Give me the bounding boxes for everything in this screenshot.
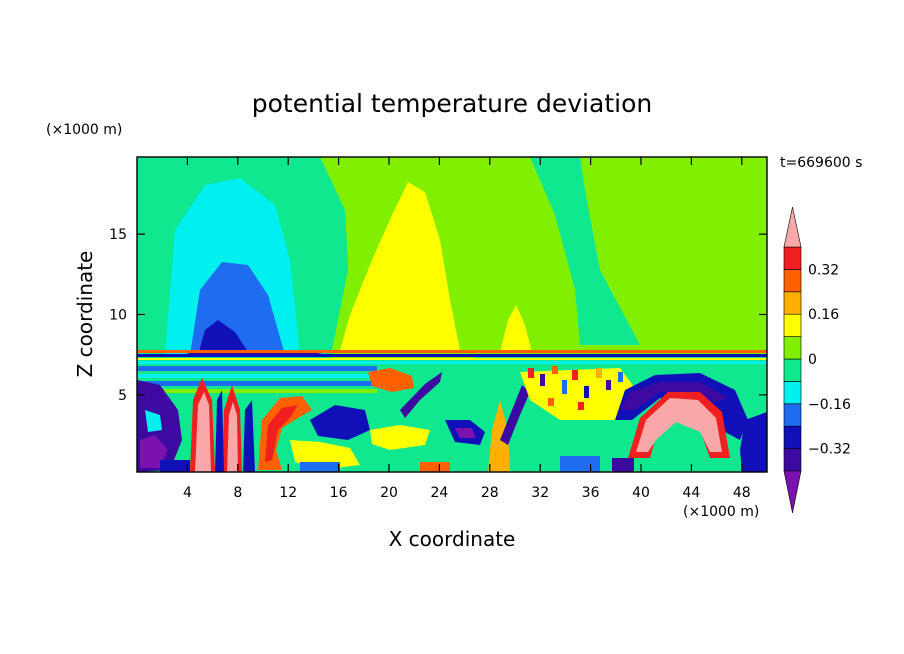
mid-orange-blob <box>368 368 414 392</box>
x-tick-label: 40 <box>632 485 650 501</box>
colorbar-swatch <box>783 403 802 427</box>
x-axis: 4 8 12 16 20 24 28 32 36 40 44 48 <box>183 157 751 501</box>
plot-area <box>137 157 767 472</box>
x-tick-label: 48 <box>733 485 751 501</box>
mid-purple-core <box>455 428 476 438</box>
right-edge-navy <box>740 412 767 472</box>
y-tick-label: 5 <box>118 388 127 404</box>
x-tick-label: 8 <box>233 485 242 501</box>
upper-positive-plume-yellow <box>340 182 460 350</box>
x-tick-label: 16 <box>330 485 348 501</box>
colorbar-label: 0.32 <box>808 262 839 278</box>
colorbar-label: 0.16 <box>808 307 839 323</box>
right-purple-dome <box>620 382 728 410</box>
chart-title: potential temperature deviation <box>252 89 652 118</box>
mid-purple-arc <box>400 372 442 418</box>
colorbar: 0.32 0.16 0 −0.16 −0.32 <box>783 206 851 514</box>
x-tick-label: 12 <box>279 485 297 501</box>
x-tick-label: 28 <box>481 485 499 501</box>
x-tick-label: 4 <box>183 485 192 501</box>
right-pink-dome <box>636 398 722 452</box>
tropopause-stripe-orange <box>137 350 767 353</box>
colorbar-swatch <box>783 313 802 337</box>
column-navy-2 <box>243 400 255 472</box>
y-axis-label: Z coordinate <box>73 251 97 378</box>
y-axis: 5 10 15 <box>109 227 767 404</box>
y-tick-label: 15 <box>109 227 127 243</box>
positive-column-28 <box>488 400 510 472</box>
x-tick-label: 44 <box>682 485 700 501</box>
colorbar-swatch <box>783 381 802 405</box>
left-edge-purple-core <box>140 435 168 468</box>
colorbar-extend-max <box>783 206 802 248</box>
colorbar-label: −0.32 <box>808 442 851 458</box>
tropopause-stripe-cyan <box>137 361 767 364</box>
y-tick-label: 10 <box>109 308 127 324</box>
colorbar-swatch <box>783 448 802 472</box>
x-tick-label: 24 <box>430 485 448 501</box>
colorbar-extend-min <box>783 470 802 514</box>
colorbar-label: 0 <box>808 352 817 368</box>
upper-right-negative-tongue <box>530 157 640 345</box>
x-unit-label: (×1000 m) <box>683 504 759 520</box>
left-edge-cyan-patch <box>145 410 162 432</box>
tropopause-stripe-blue <box>137 354 767 357</box>
x-tick-label: 32 <box>531 485 549 501</box>
swirl-navy <box>310 405 370 440</box>
column-navy-1 <box>215 390 224 472</box>
colorbar-swatch <box>783 291 802 315</box>
colorbar-swatch <box>783 358 802 382</box>
x-tick-label: 20 <box>380 485 398 501</box>
colorbar-swatch <box>783 269 802 293</box>
x-axis-label: X coordinate <box>389 527 516 551</box>
colorbar-swatch <box>783 246 802 270</box>
colorbar-swatch <box>783 425 802 449</box>
column-pink-2 <box>227 402 238 472</box>
colorbar-swatch <box>783 336 802 360</box>
upper-right-positive-wisp <box>500 305 532 352</box>
negative-arc-30 <box>500 385 530 445</box>
lower-wave-bands <box>137 366 377 393</box>
time-label: t=669600 s <box>780 155 862 171</box>
colorbar-label: −0.16 <box>808 397 851 413</box>
noise-zone-cells <box>528 366 623 410</box>
column-pink-1 <box>195 392 211 472</box>
mid-yellow-strip <box>370 425 430 450</box>
hook-red <box>265 405 298 462</box>
x-tick-label: 36 <box>582 485 600 501</box>
y-unit-label: (×1000 m) <box>46 122 122 138</box>
tropopause-stripe-yellow <box>137 358 767 360</box>
upper-left-negative-core-navy <box>198 320 250 355</box>
